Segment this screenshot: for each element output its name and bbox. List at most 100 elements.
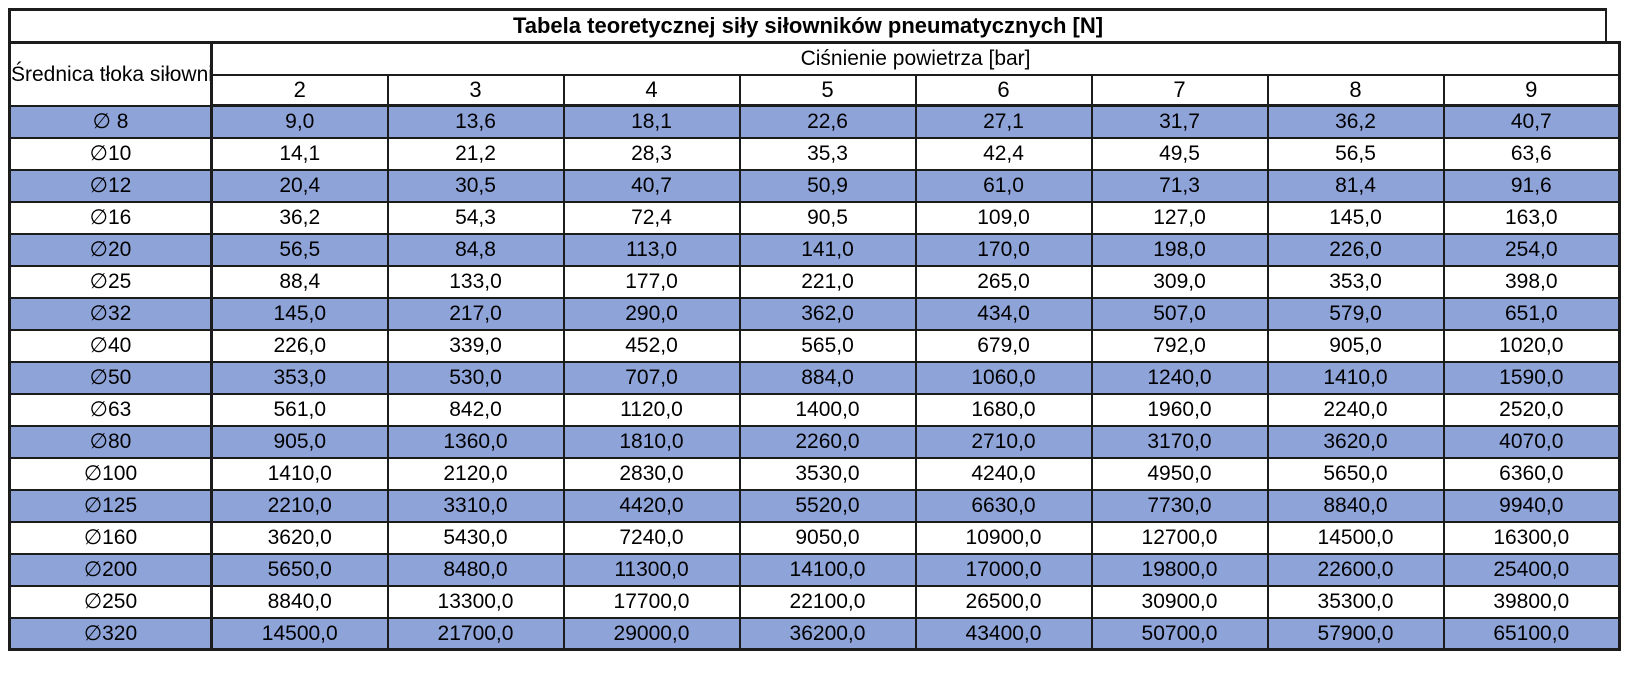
force-value-cell: 133,0: [386, 264, 565, 299]
pressure-column-header: 8: [1266, 73, 1445, 107]
force-value-cell: 579,0: [1266, 296, 1445, 331]
piston-diameter-cell: ∅ 8: [8, 104, 213, 139]
pressure-column-header: 4: [562, 73, 741, 107]
force-value-cell: 10900,0: [914, 520, 1093, 555]
force-value-cell: 9,0: [210, 104, 389, 139]
table-row: ∅12 20,4 30,5 40,7 50,9 61,0 71,3 81,4 91,6: [8, 168, 1622, 203]
force-value-cell: 254,0: [1442, 232, 1622, 267]
pressure-column-header: 5: [738, 73, 917, 107]
force-value-cell: 1810,0: [562, 424, 741, 459]
force-value-cell: 8840,0: [210, 584, 389, 619]
table-row: ∅320 14500,0 21700,0 29000,0 36200,0 43400,0 5…: [8, 616, 1622, 651]
table-row: ∅32 145,0 217,0 290,0 362,0 434,0 507,0 579,0 65…: [8, 296, 1622, 331]
force-value-cell: 884,0: [738, 360, 917, 395]
force-value-cell: 81,4: [1266, 168, 1445, 203]
force-value-cell: 141,0: [738, 232, 917, 267]
force-value-cell: 5650,0: [1266, 456, 1445, 491]
force-table: Średnica tłoka siłownika Ciśnienie powie…: [8, 41, 1622, 651]
force-value-cell: 707,0: [562, 360, 741, 395]
table-row: ∅16 36,2 54,3 72,4 90,5 109,0 127,0 145,0 163,0: [8, 200, 1622, 235]
force-value-cell: 36200,0: [738, 616, 917, 651]
force-value-cell: 2120,0: [386, 456, 565, 491]
force-value-cell: 28,3: [562, 136, 741, 171]
force-value-cell: 26500,0: [914, 584, 1093, 619]
force-value-cell: 2260,0: [738, 424, 917, 459]
piston-diameter-cell: ∅32: [8, 296, 213, 331]
force-value-cell: 7240,0: [562, 520, 741, 555]
force-value-cell: 17000,0: [914, 552, 1093, 587]
force-value-cell: 353,0: [1266, 264, 1445, 299]
force-value-cell: 30900,0: [1090, 584, 1269, 619]
force-value-cell: 145,0: [210, 296, 389, 331]
force-value-cell: 8840,0: [1266, 488, 1445, 523]
piston-diameter-cell: ∅320: [8, 616, 213, 651]
piston-diameter-cell: ∅20: [8, 232, 213, 267]
force-value-cell: 217,0: [386, 296, 565, 331]
force-value-cell: 54,3: [386, 200, 565, 235]
force-value-cell: 61,0: [914, 168, 1093, 203]
force-value-cell: 35300,0: [1266, 584, 1445, 619]
force-value-cell: 530,0: [386, 360, 565, 395]
force-value-cell: 16300,0: [1442, 520, 1622, 555]
force-value-cell: 679,0: [914, 328, 1093, 363]
force-value-cell: 27,1: [914, 104, 1093, 139]
force-value-cell: 4950,0: [1090, 456, 1269, 491]
piston-diameter-cell: ∅80: [8, 424, 213, 459]
table-row: ∅25 88,4 133,0 177,0 221,0 265,0 309,0 353,0 398…: [8, 264, 1622, 299]
force-value-cell: 6630,0: [914, 488, 1093, 523]
force-value-cell: 507,0: [1090, 296, 1269, 331]
force-value-cell: 56,5: [1266, 136, 1445, 171]
force-value-cell: 1360,0: [386, 424, 565, 459]
force-value-cell: 4240,0: [914, 456, 1093, 491]
force-value-cell: 25400,0: [1442, 552, 1622, 587]
table-row: ∅20 56,5 84,8 113,0 141,0 170,0 198,0 226,0 254,…: [8, 232, 1622, 267]
force-value-cell: 36,2: [210, 200, 389, 235]
force-value-cell: 353,0: [210, 360, 389, 395]
force-value-cell: 2710,0: [914, 424, 1093, 459]
piston-diameter-cell: ∅125: [8, 488, 213, 523]
force-value-cell: 221,0: [738, 264, 917, 299]
force-value-cell: 20,4: [210, 168, 389, 203]
force-value-cell: 14500,0: [210, 616, 389, 651]
force-value-cell: 50700,0: [1090, 616, 1269, 651]
force-value-cell: 1410,0: [210, 456, 389, 491]
force-value-cell: 84,8: [386, 232, 565, 267]
pressure-column-header: 7: [1090, 73, 1269, 107]
force-value-cell: 1960,0: [1090, 392, 1269, 427]
force-value-cell: 13300,0: [386, 584, 565, 619]
force-value-cell: 226,0: [210, 328, 389, 363]
piston-diameter-cell: ∅100: [8, 456, 213, 491]
force-value-cell: 6360,0: [1442, 456, 1622, 491]
force-value-cell: 22100,0: [738, 584, 917, 619]
piston-diameter-cell: ∅160: [8, 520, 213, 555]
piston-diameter-cell: ∅50: [8, 360, 213, 395]
force-value-cell: 339,0: [386, 328, 565, 363]
force-value-cell: 1590,0: [1442, 360, 1622, 395]
force-value-cell: 2520,0: [1442, 392, 1622, 427]
table-row: ∅50 353,0 530,0 707,0 884,0 1060,0 1240,0 1410,…: [8, 360, 1622, 395]
force-value-cell: 14500,0: [1266, 520, 1445, 555]
force-value-cell: 49,5: [1090, 136, 1269, 171]
force-value-cell: 362,0: [738, 296, 917, 331]
force-value-cell: 9050,0: [738, 520, 917, 555]
force-value-cell: 11300,0: [562, 552, 741, 587]
force-value-cell: 39800,0: [1442, 584, 1622, 619]
force-value-cell: 905,0: [1266, 328, 1445, 363]
force-value-cell: 12700,0: [1090, 520, 1269, 555]
piston-diameter-cell: ∅25: [8, 264, 213, 299]
force-value-cell: 36,2: [1266, 104, 1445, 139]
force-value-cell: 14100,0: [738, 552, 917, 587]
table-row: ∅10 14,1 21,2 28,3 35,3 42,4 49,5 56,5 63,6: [8, 136, 1622, 171]
force-value-cell: 40,7: [562, 168, 741, 203]
piston-diameter-cell: ∅200: [8, 552, 213, 587]
force-value-cell: 434,0: [914, 296, 1093, 331]
force-value-cell: 163,0: [1442, 200, 1622, 235]
force-value-cell: 21,2: [386, 136, 565, 171]
force-value-cell: 9940,0: [1442, 488, 1622, 523]
table-title: Tabela teoretycznej siły siłowników pneu…: [8, 8, 1607, 41]
force-value-cell: 309,0: [1090, 264, 1269, 299]
force-value-cell: 43400,0: [914, 616, 1093, 651]
force-value-cell: 14,1: [210, 136, 389, 171]
force-value-cell: 127,0: [1090, 200, 1269, 235]
